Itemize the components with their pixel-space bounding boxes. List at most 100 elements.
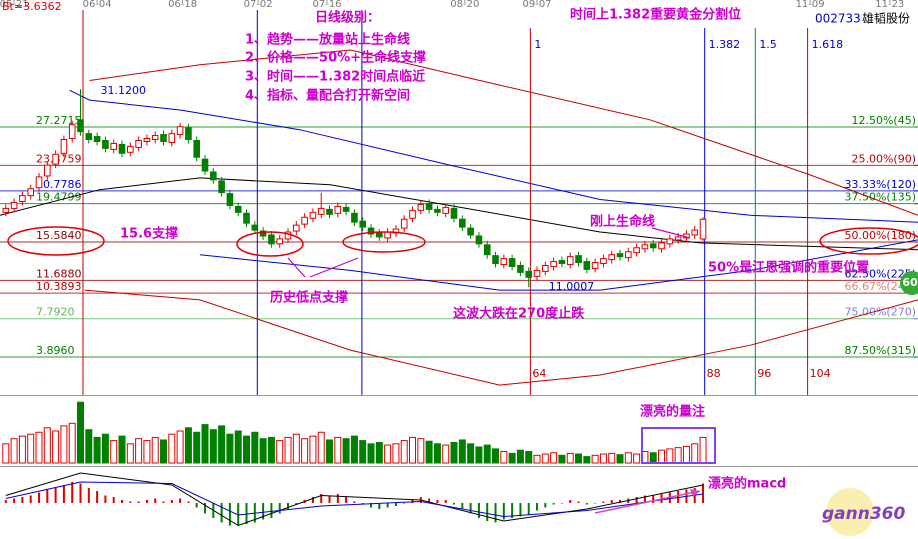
volume-bar: [483, 444, 491, 464]
candle-body: [442, 206, 450, 214]
extreme-label: 31.1200: [101, 84, 146, 97]
candle-body: [367, 227, 375, 235]
macd-bar: [204, 503, 207, 514]
volume-bar: [666, 448, 674, 464]
candle-body: [293, 224, 300, 232]
macd-bar: [46, 489, 49, 503]
volume-bar: [151, 436, 159, 464]
y-tick-label: 15.5840: [36, 229, 82, 242]
candle-body: [342, 206, 350, 212]
volume-bar: [35, 431, 43, 464]
candle-body: [259, 230, 267, 237]
x-tick-label: 05-21: [0, 0, 29, 10]
macd-arrow: [594, 490, 701, 514]
volume-bar: [458, 439, 466, 464]
candle-body: [425, 202, 433, 210]
macd-bar: [179, 498, 182, 503]
candle-body: [691, 229, 699, 236]
candle-body: [317, 207, 325, 215]
volume-bar: [2, 443, 10, 464]
macd-bar: [577, 501, 580, 503]
volume-bar: [143, 440, 151, 464]
macd-bar: [643, 495, 646, 503]
candle-body: [525, 270, 533, 278]
x-tick-label: 09-07: [522, 0, 551, 10]
macd-bar: [295, 503, 298, 505]
annotation: 4、指标、量配合打开新空间: [245, 88, 410, 104]
time-ratio: 1.382: [709, 38, 741, 51]
volume-bar: [450, 442, 458, 464]
candle-body: [591, 262, 599, 269]
macd-bar: [527, 503, 530, 515]
macd-bar: [436, 500, 439, 503]
candle-body: [68, 124, 76, 140]
macd-bar: [121, 500, 124, 503]
macd-bar: [154, 498, 157, 503]
macd-bar: [96, 491, 99, 503]
x-tick-label: 11-23: [875, 0, 904, 10]
y2-tick-label: 33.33%(120): [844, 178, 916, 191]
macd-bar: [21, 497, 24, 503]
y2-tick-label: 75.00%(270): [844, 306, 916, 319]
macd-bar: [54, 488, 57, 503]
volume-bar: [583, 456, 591, 464]
macd-bar: [610, 500, 613, 503]
candle-body: [434, 208, 441, 213]
x-tick-label: 06-04: [83, 0, 112, 10]
volume-bar: [516, 449, 524, 464]
candle-body: [450, 207, 458, 219]
volume-bar: [193, 431, 201, 464]
arrow: [309, 257, 359, 278]
candle-body: [600, 258, 607, 265]
volume-bar: [384, 444, 392, 464]
volume-bar: [558, 454, 566, 464]
candle-body: [185, 127, 192, 141]
macd-bar: [245, 503, 248, 524]
volume-bar: [674, 447, 682, 464]
volume-bar: [334, 436, 342, 464]
macd-bar: [403, 503, 406, 504]
candle-body: [417, 203, 425, 211]
macd-bar: [137, 501, 140, 503]
y-tick-label: 7.7920: [36, 306, 75, 319]
volume-bar: [93, 436, 101, 464]
macd-bar: [444, 500, 447, 503]
annotation: 历史低点支撑: [270, 290, 348, 306]
candle-body: [376, 232, 383, 238]
volume-bar: [135, 438, 143, 464]
time-count: 96: [757, 367, 771, 380]
candle-body: [127, 145, 134, 153]
macd-bar: [262, 503, 265, 520]
candle-body: [641, 244, 649, 250]
macd-bar: [477, 503, 480, 518]
candle-body: [151, 135, 159, 141]
volume-bar: [184, 427, 192, 464]
macd-bar: [602, 501, 605, 503]
candle-body: [102, 139, 109, 149]
volume-bar: [226, 433, 234, 464]
volume-bar: [350, 435, 358, 464]
logo: gann360: [822, 504, 906, 524]
candle-body: [550, 261, 557, 267]
line: [199, 239, 918, 291]
volume-bar: [85, 429, 93, 464]
candle-body: [566, 256, 574, 266]
macd-bar: [112, 497, 115, 503]
candle-body: [85, 133, 93, 141]
candle-body: [176, 126, 184, 136]
line: [69, 89, 918, 223]
volume-bar: [608, 452, 616, 464]
volume-highlight: [641, 427, 716, 464]
volume-bar: [492, 448, 500, 464]
y2-tick-label: 37.50%(135): [844, 191, 916, 204]
macd-bar: [71, 482, 74, 503]
volume-bar: [566, 452, 574, 464]
arrow: [651, 227, 691, 239]
volume-bar: [284, 436, 292, 464]
volume-bar: [691, 443, 699, 464]
macd-bar: [62, 485, 65, 503]
candle-body: [475, 235, 483, 245]
y2-tick-label: 87.50%(315): [844, 344, 916, 357]
macd-bar: [652, 495, 655, 503]
